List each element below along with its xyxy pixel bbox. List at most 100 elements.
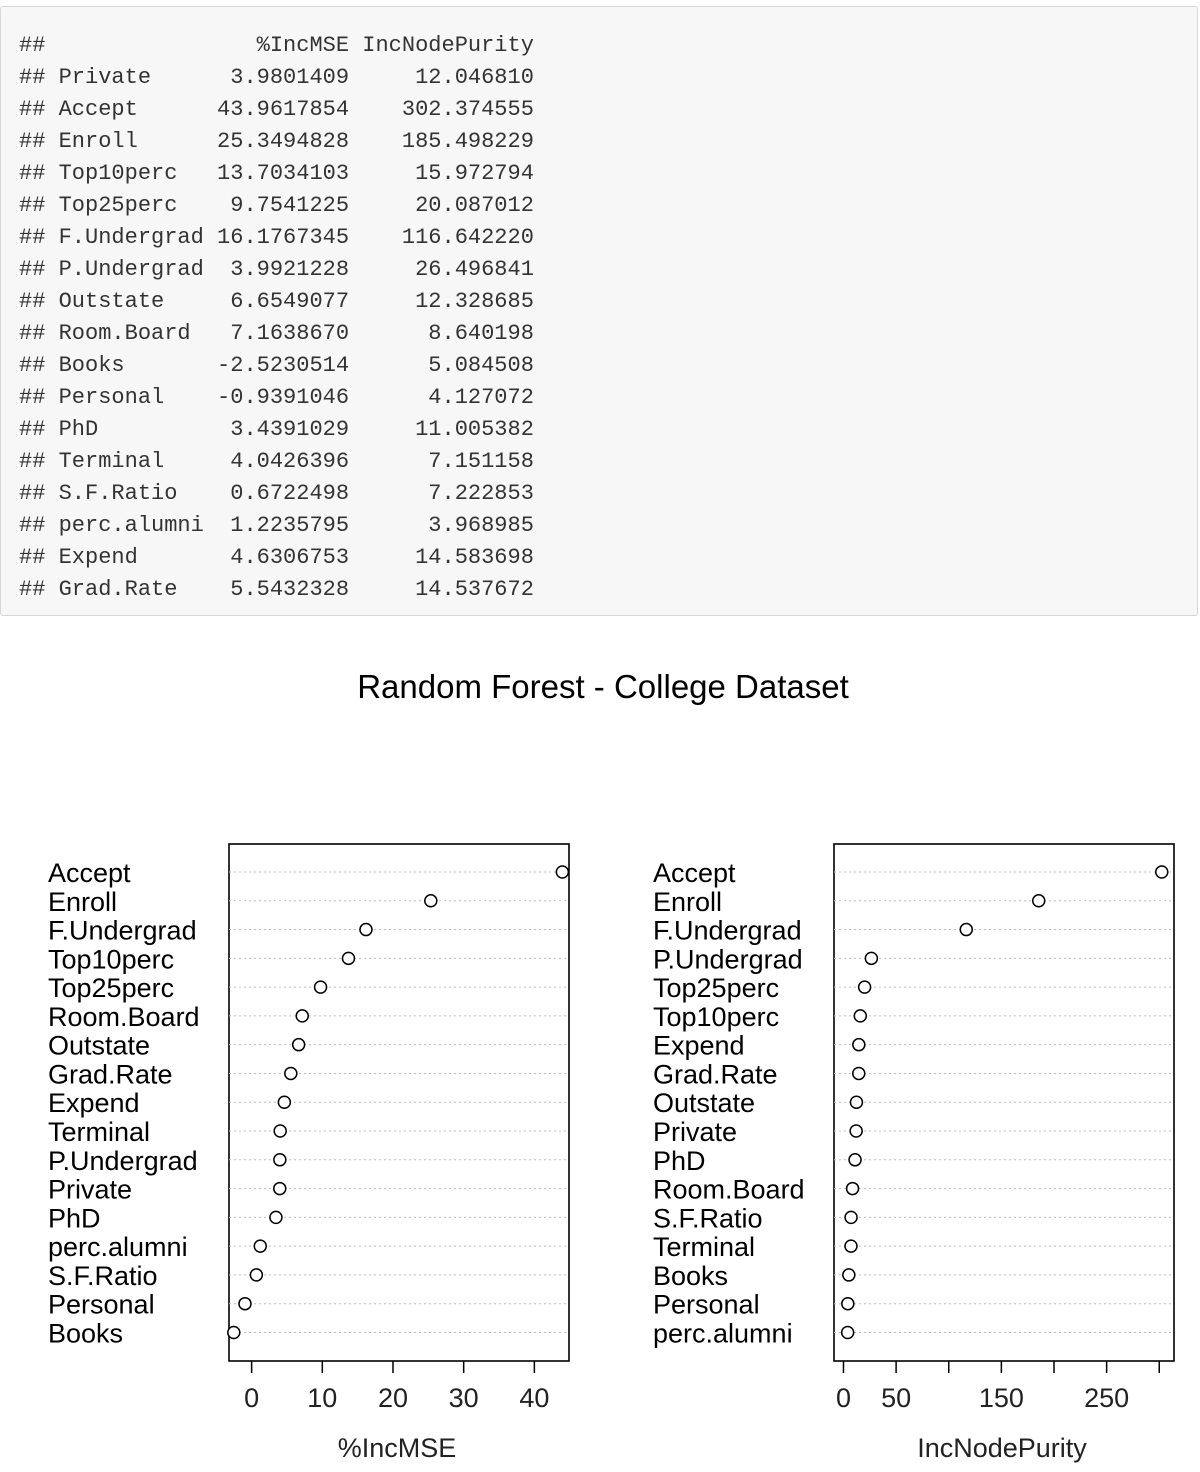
row-incmse-value: 3.4391029	[217, 417, 350, 442]
row-label: Enroll	[48, 887, 117, 917]
data-point	[1031, 894, 1046, 908]
r-output-block: ## %IncMSE IncNodePurity ## Private 3.98…	[0, 6, 1198, 616]
data-point	[269, 1210, 283, 1225]
x-tick-label: 50	[881, 1383, 911, 1413]
data-point	[841, 1296, 855, 1311]
row-incnodepurity-value: 8.640198	[362, 321, 534, 346]
row-label: Outstate	[48, 1031, 150, 1061]
row-incnodepurity-value: 14.583698	[362, 545, 534, 570]
row-prefix: ##	[19, 321, 46, 346]
row-name: PhD	[58, 417, 204, 442]
row-label: perc.alumni	[653, 1318, 793, 1348]
row-incmse-value: -2.5230514	[217, 353, 350, 378]
row-name: Expend	[58, 545, 204, 570]
row-incnodepurity-value: 302.374555	[362, 97, 534, 122]
row-incnodepurity-value: 12.046810	[362, 65, 534, 90]
row-name: perc.alumni	[58, 513, 204, 538]
row-prefix: ##	[19, 577, 46, 602]
row-label: Terminal	[653, 1232, 755, 1262]
row-label: PhD	[653, 1146, 706, 1176]
data-point	[853, 1009, 868, 1023]
data-point	[291, 1037, 306, 1052]
importance-table-output: ## %IncMSE IncNodePurity ## Private 3.98…	[19, 30, 534, 606]
row-incnodepurity-value: 5.084508	[362, 353, 534, 378]
x-tick-label: 20	[378, 1383, 408, 1413]
row-label: Top25perc	[653, 973, 779, 1003]
data-point	[424, 894, 438, 908]
row-label: Books	[48, 1318, 123, 1348]
x-tick-label: 40	[519, 1383, 549, 1413]
data-point	[284, 1066, 298, 1081]
row-prefix: ##	[19, 417, 46, 442]
data-point	[849, 1095, 864, 1109]
row-incmse-value: 6.6549077	[217, 289, 350, 314]
data-point	[359, 922, 373, 937]
row-incnodepurity-value: 20.087012	[362, 193, 534, 218]
row-label: Personal	[653, 1290, 760, 1320]
x-tick-label: 10	[307, 1383, 337, 1413]
row-name: Top25perc	[58, 193, 204, 218]
row-label: Terminal	[48, 1117, 150, 1147]
x-tick-label: 30	[449, 1383, 479, 1413]
row-label: P.Undergrad	[48, 1146, 198, 1176]
row-prefix: ##	[19, 65, 46, 90]
row-label: F.Undergrad	[653, 916, 802, 946]
data-point	[273, 1153, 287, 1167]
row-prefix: ##	[19, 513, 46, 538]
inc-node-purity-x-axis-label: IncNodePurity	[917, 1433, 1087, 1463]
row-prefix: ##	[19, 129, 46, 154]
data-point	[842, 1268, 856, 1282]
data-point	[845, 1181, 860, 1196]
row-incmse-value: 4.0426396	[217, 449, 350, 474]
row-incmse-value: 13.7034103	[217, 161, 350, 186]
row-incnodepurity-value: 11.005382	[362, 417, 534, 442]
row-incmse-value: 16.1767345	[217, 225, 350, 250]
data-point	[849, 1124, 863, 1138]
row-incmse-value: 0.6722498	[217, 481, 350, 506]
row-label: Expend	[653, 1031, 745, 1061]
row-incnodepurity-value: 3.968985	[362, 513, 534, 538]
x-tick-label: 250	[1084, 1383, 1129, 1413]
row-label: Private	[48, 1175, 132, 1205]
data-point	[857, 980, 872, 994]
header-incmse: %IncMSE	[217, 33, 350, 58]
row-label: Accept	[653, 858, 736, 888]
row-label: S.F.Ratio	[653, 1203, 763, 1233]
inc-mse-x-axis-label: %IncMSE	[338, 1433, 457, 1463]
row-incnodepurity-value: 4.127072	[362, 385, 534, 410]
varimp-plot: Random Forest - College Dataset Accept En…	[48, 668, 1175, 1463]
row-label: PhD	[48, 1203, 101, 1233]
row-prefix: ##	[19, 257, 46, 282]
row-incmse-value: 3.9801409	[217, 65, 350, 90]
data-point	[844, 1210, 858, 1225]
data-point	[852, 1037, 866, 1052]
row-prefix: ##	[19, 481, 46, 506]
row-label: Grad.Rate	[653, 1059, 778, 1089]
x-tick-label: 150	[979, 1383, 1024, 1413]
row-incnodepurity-value: 26.496841	[362, 257, 534, 282]
row-prefix: ##	[19, 97, 46, 122]
data-point	[273, 1181, 287, 1196]
chart-title: Random Forest - College Dataset	[357, 668, 849, 705]
data-point	[227, 1325, 241, 1340]
data-point	[295, 1009, 310, 1023]
row-prefix: ##	[19, 545, 46, 570]
row-label: S.F.Ratio	[48, 1261, 158, 1291]
row-prefix: ##	[19, 449, 46, 474]
row-label: Personal	[48, 1290, 155, 1320]
data-point	[1155, 865, 1169, 879]
data-point	[864, 951, 879, 966]
row-label: Expend	[48, 1088, 140, 1118]
x-tick-label: 0	[836, 1383, 851, 1413]
row-prefix: ##	[19, 193, 46, 218]
row-name: F.Undergrad	[58, 225, 204, 250]
row-incnodepurity-value: 185.498229	[362, 129, 534, 154]
row-incmse-value: 43.9617854	[217, 97, 350, 122]
row-label: P.Undergrad	[653, 944, 803, 974]
row-label: Top25perc	[48, 973, 174, 1003]
row-name: Terminal	[58, 449, 204, 474]
row-label: F.Undergrad	[48, 916, 197, 946]
data-point	[313, 980, 328, 994]
row-name: Enroll	[58, 129, 204, 154]
data-point	[253, 1239, 268, 1253]
